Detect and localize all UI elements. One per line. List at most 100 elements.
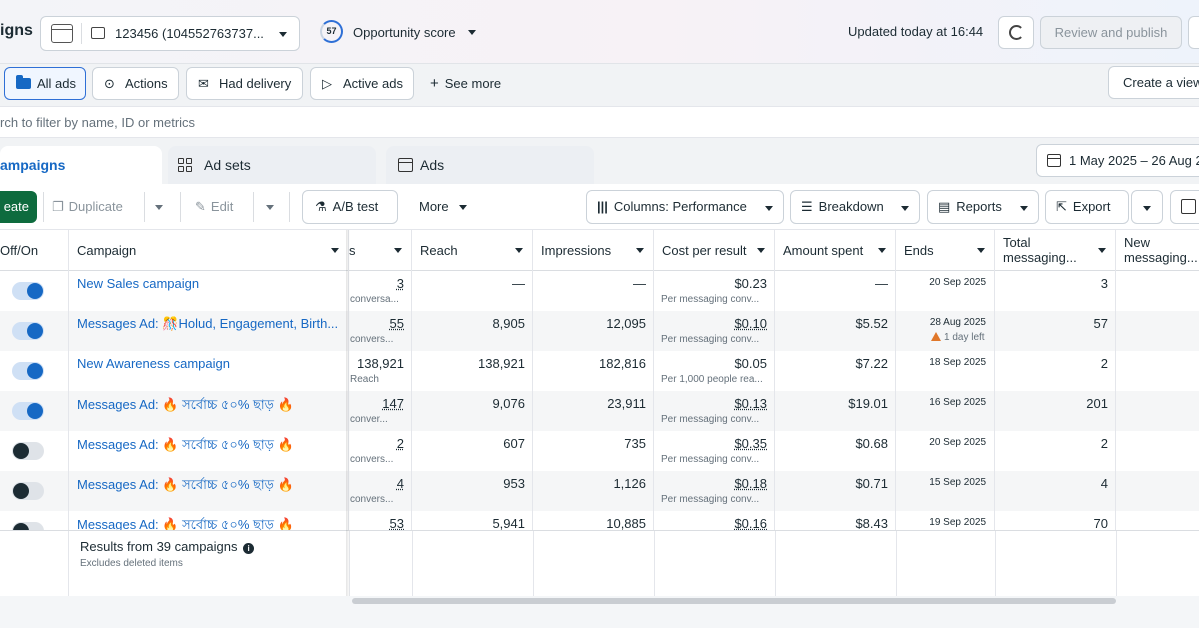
reports-label: Reports [956, 199, 1002, 214]
edit-menu-chevron-icon[interactable] [266, 205, 274, 210]
horizontal-scrollbar[interactable] [352, 598, 1116, 604]
create-view-button[interactable]: Create a view [1108, 66, 1199, 99]
filter-chip-actions[interactable]: ⊙ Actions [92, 67, 179, 100]
spent-value: $0.71 [855, 476, 888, 491]
impressions-value: 182,816 [599, 356, 646, 371]
header-off-on[interactable]: Off/On [0, 230, 69, 271]
folder-icon [16, 78, 31, 89]
account-selector[interactable]: 123456 (104552763737... [40, 16, 300, 51]
header-ends[interactable]: Ends [896, 230, 995, 271]
duplicate-button[interactable]: ❐ Duplicate [52, 191, 123, 223]
ab-test-button[interactable]: ⚗ A/B test [302, 190, 398, 224]
header-impressions[interactable]: Impressions [533, 230, 654, 271]
chart-icon [1181, 199, 1196, 214]
more-button[interactable]: More [419, 191, 449, 223]
toggle-knob [27, 363, 43, 379]
header-extra-button[interactable] [1188, 16, 1199, 49]
tab-campaigns[interactable]: ampaigns [0, 146, 162, 184]
delivery-toggle[interactable] [12, 442, 44, 460]
see-more-button[interactable]: + See more [430, 75, 501, 92]
sort-chevron-icon [1098, 248, 1106, 253]
filter-chip-active-ads[interactable]: ▷ Active ads [310, 67, 414, 100]
delivery-toggle[interactable] [12, 402, 44, 420]
cell-new [1116, 431, 1199, 471]
table-row[interactable]: Messages Ad: 🔥 সর্বোচ্চ ৫০% ছাড় 🔥 147 con… [0, 391, 1199, 431]
spent-value: $7.22 [855, 356, 888, 371]
date-range-picker[interactable]: 1 May 2025 – 26 Aug 2 [1036, 144, 1199, 177]
header-label: Reach [420, 243, 458, 258]
reports-icon: ▤ [938, 199, 950, 214]
cell-total: 2 [995, 431, 1116, 471]
campaign-tile-icon[interactable] [51, 24, 73, 43]
cell-reach: 9,076 [412, 391, 533, 431]
header-campaign[interactable]: Campaign [69, 230, 349, 271]
filter-chip-all-ads[interactable]: All ads [4, 67, 86, 100]
calendar-icon [1047, 154, 1061, 167]
campaign-name-link[interactable]: Messages Ad: 🔥 সর্বোচ্চ ৫০% ছাড় 🔥 [77, 396, 345, 417]
header-amount-spent[interactable]: Amount spent [775, 230, 896, 271]
header-results[interactable]: s [349, 230, 412, 271]
tab-ads[interactable]: Ads [386, 146, 594, 184]
table-row[interactable]: New Sales campaign 3 conversa... — — $0.23 Per… [0, 271, 1199, 311]
create-button[interactable]: eate [0, 191, 37, 223]
search-input[interactable] [0, 107, 600, 137]
cell-new [1116, 391, 1199, 431]
search-bar [0, 106, 1199, 138]
ends-warning-text: 1 day left [944, 332, 985, 343]
header-cost-per-result[interactable]: Cost per result [654, 230, 775, 271]
tab-ad-sets[interactable]: Ad sets [168, 146, 376, 184]
summary-divider [995, 531, 996, 596]
header-new-messaging[interactable]: New messaging... [1116, 230, 1199, 271]
export-menu-button[interactable] [1131, 190, 1163, 224]
cell-offon [0, 271, 69, 311]
cell-spent: $19.01 [775, 391, 896, 431]
updated-timestamp: Updated today at 16:44 [848, 24, 983, 39]
cost-per-result-type: Per messaging conv... [661, 494, 759, 505]
delivery-toggle[interactable] [12, 282, 44, 300]
campaign-name-link[interactable]: New Awareness campaign [77, 356, 345, 371]
columns-selector[interactable]: ||| Columns: Performance [586, 190, 784, 224]
summary-divider [1116, 531, 1117, 596]
info-icon[interactable]: i [243, 543, 254, 554]
cell-ends: 15 Sep 2025 [896, 471, 995, 511]
opportunity-score-badge[interactable]: 57 [320, 20, 343, 43]
header-reach[interactable]: Reach [412, 230, 533, 271]
campaign-name-link[interactable]: Messages Ad: 🔥 সর্বোচ্চ ৫০% ছাড় 🔥 [77, 436, 345, 457]
breakdown-selector[interactable]: ☰ Breakdown [790, 190, 920, 224]
campaign-name-link[interactable]: Messages Ad: 🔥 সর্বোচ্চ ৫০% ছাড় 🔥 [77, 476, 345, 497]
more-chevron-icon[interactable] [459, 205, 467, 210]
header-label: New [1124, 235, 1199, 250]
filter-chip-had-delivery[interactable]: ✉ Had delivery [186, 67, 303, 100]
frozen-column-shadow [346, 230, 350, 596]
cell-cpr: $0.18 Per messaging conv... [654, 471, 775, 511]
delivery-toggle[interactable] [12, 482, 44, 500]
impressions-value: — [633, 276, 646, 291]
table-row[interactable]: Messages Ad: 🎊Holud, Engagement, Birth..… [0, 311, 1199, 351]
cell-cpr: $0.10 Per messaging conv... [654, 311, 775, 351]
header-total-messaging[interactable]: Total messaging... [995, 230, 1116, 271]
ads-icon [398, 158, 413, 172]
chevron-down-icon[interactable] [468, 30, 476, 35]
review-and-publish-button[interactable]: Review and publish [1040, 16, 1182, 49]
campaign-name-link[interactable]: Messages Ad: 🎊Holud, Engagement, Birth..… [77, 316, 345, 332]
cell-impressions: 23,911 [533, 391, 654, 431]
campaign-name-link[interactable]: New Sales campaign [77, 276, 345, 291]
export-button[interactable]: ⇱ Export [1045, 190, 1129, 224]
ad-sets-grid-icon [178, 158, 192, 172]
cell-offon [0, 471, 69, 511]
delivery-toggle[interactable] [12, 322, 44, 340]
table-row[interactable]: Messages Ad: 🔥 সর্বোচ্চ ৫০% ছাড় 🔥 2 conve… [0, 431, 1199, 471]
edit-button[interactable]: ✎ Edit [195, 191, 233, 223]
reports-selector[interactable]: ▤ Reports [927, 190, 1039, 224]
chart-view-button[interactable] [1170, 190, 1199, 224]
header-label: Impressions [541, 243, 611, 258]
opportunity-score-label[interactable]: Opportunity score [353, 25, 456, 40]
plus-icon: + [430, 75, 439, 92]
table-row[interactable]: New Awareness campaign 138,921 Reach 138,92… [0, 351, 1199, 391]
refresh-button[interactable] [998, 16, 1034, 49]
table-row[interactable]: Messages Ad: 🔥 সর্বোচ্চ ৫০% ছাড় 🔥 4 conve… [0, 471, 1199, 511]
duplicate-menu-chevron-icon[interactable] [155, 205, 163, 210]
cost-per-result-value: $0.16 [734, 516, 767, 531]
delivery-toggle[interactable] [12, 362, 44, 380]
header-label: Ends [904, 243, 934, 258]
